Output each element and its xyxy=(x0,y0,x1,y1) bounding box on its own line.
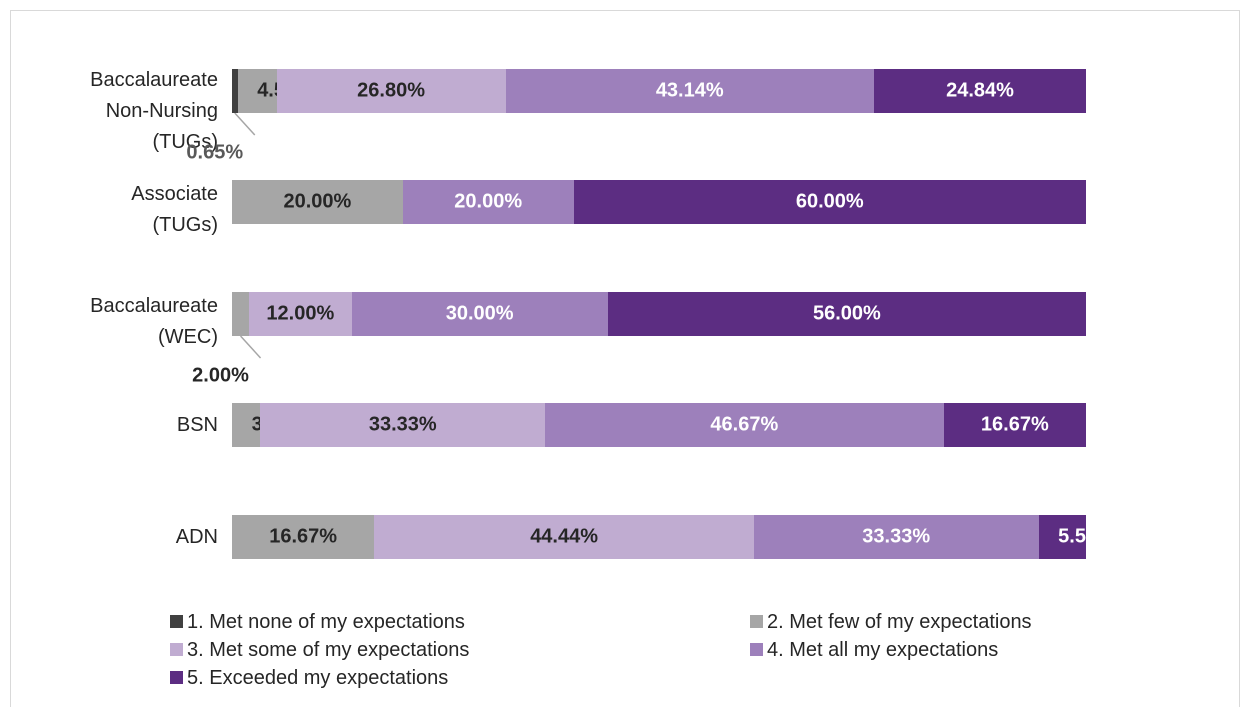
data-label: 5.56% xyxy=(1058,525,1115,548)
data-label: 26.80% xyxy=(357,79,426,102)
bar-segment xyxy=(753,515,1039,559)
data-label: 20.00% xyxy=(283,190,352,213)
legend-label: 4. Met all my expectations xyxy=(767,639,999,661)
bar-segment xyxy=(545,403,944,447)
bar-segment xyxy=(607,292,1086,336)
legend-label: 1. Met none of my expectations xyxy=(187,611,465,633)
bar-segment xyxy=(232,403,261,447)
legend-entry: 2. Met few of my expectations xyxy=(750,609,1032,635)
bar-segment xyxy=(351,292,608,336)
bar-segment xyxy=(402,180,574,224)
bar-segment xyxy=(873,69,1087,113)
bar-segment xyxy=(505,69,874,113)
bar-segment xyxy=(573,180,1086,224)
data-label: 16.67% xyxy=(269,525,338,548)
legend-entry: 5. Exceeded my expectations xyxy=(170,665,448,691)
data-label: 12.00% xyxy=(266,302,335,325)
category-label: Associate (TUGs) xyxy=(131,183,218,236)
bar-segment xyxy=(1038,515,1086,559)
chart-frame xyxy=(10,10,1240,707)
category-label: BSN xyxy=(176,413,218,436)
bar-segment xyxy=(232,180,403,224)
legend-swatch xyxy=(170,643,183,656)
bar-segment xyxy=(232,292,250,336)
bar-segment xyxy=(260,403,546,447)
data-label: 20.00% xyxy=(454,190,523,213)
bar-segment xyxy=(237,69,277,113)
legend-swatch xyxy=(750,643,763,656)
data-label: 60.00% xyxy=(795,190,864,213)
data-label: 46.67% xyxy=(710,413,779,436)
data-label: 16.67% xyxy=(980,413,1049,436)
data-label: 43.14% xyxy=(655,79,724,102)
category-label: Baccalaureate (WEC) xyxy=(90,295,218,348)
bar-segment xyxy=(943,403,1086,447)
legend-entry: 3. Met some of my expectations xyxy=(170,637,469,663)
legend-entry: 1. Met none of my expectations xyxy=(170,609,465,635)
legend-label: 3. Met some of my expectations xyxy=(187,639,470,661)
data-label: 33.33% xyxy=(368,413,437,436)
bar-segment xyxy=(232,69,238,113)
data-label: 30.00% xyxy=(445,302,514,325)
data-label: 33.33% xyxy=(862,525,931,548)
data-label: 44.44% xyxy=(530,525,599,548)
legend-swatch xyxy=(170,671,183,684)
data-label: 24.84% xyxy=(946,79,1014,102)
data-label: 0.65% xyxy=(186,141,244,164)
data-label: 2.00% xyxy=(192,364,249,387)
bar-segment xyxy=(276,69,506,113)
legend-swatch xyxy=(170,615,183,628)
bar-segment xyxy=(249,292,352,336)
leader-line xyxy=(239,335,262,359)
bar-segment xyxy=(232,515,375,559)
legend-swatch xyxy=(750,615,763,628)
legend-label: 2. Met few of my expectations xyxy=(767,611,1032,633)
leader-line xyxy=(234,112,256,136)
legend-entry: 4. Met all my expectations xyxy=(750,637,998,663)
category-label: Baccalaureate Non-Nursing (TUGs) xyxy=(90,69,218,153)
data-label: 56.00% xyxy=(812,302,881,325)
category-label: ADN xyxy=(175,525,218,548)
legend-label: 5. Exceeded my expectations xyxy=(187,667,449,689)
bar-segment xyxy=(374,515,754,559)
